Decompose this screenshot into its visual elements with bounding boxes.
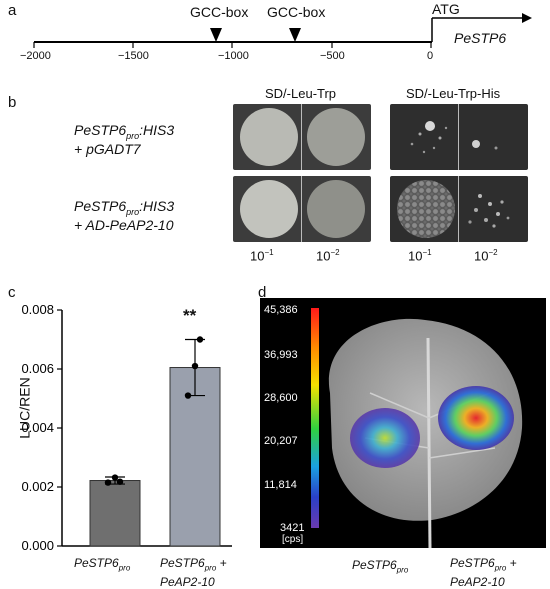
tick-label-1000: −1000 <box>218 50 249 62</box>
scale-value: 28,600 <box>264 392 298 404</box>
tick-label-1500: −1500 <box>118 50 149 62</box>
y-tick-label: 0.004 <box>21 420 54 435</box>
bar <box>89 480 141 547</box>
row1-vector: + pGADT7 <box>74 141 141 157</box>
luciferase-image: 45,386 36,993 28,600 20,207 11,814 3421 … <box>260 298 546 548</box>
scale-value: 11,814 <box>264 479 297 491</box>
tick-label-2000: −2000 <box>20 50 51 62</box>
dilution-label: 10−1 <box>408 248 432 264</box>
panel-a-label: a <box>8 2 17 19</box>
gcc-box-label-1: GCC-box <box>190 4 249 20</box>
row2-vector: + AD-PeAP2-10 <box>74 217 174 233</box>
y-tick-label: 0.008 <box>21 302 54 317</box>
tick-label-500: −500 <box>320 50 345 62</box>
category-label-2: PeSTP6pro + PeAP2-10 <box>160 556 227 589</box>
scale-value: 36,993 <box>264 349 298 361</box>
gcc-box-marker-1 <box>210 28 222 42</box>
data-point <box>191 362 199 370</box>
plate-ltrp-row1 <box>233 104 371 170</box>
signal-left <box>350 408 420 468</box>
gcc-box-label-2: GCC-box <box>267 4 326 20</box>
scale-value: 3421 <box>280 522 305 534</box>
data-point <box>111 474 119 481</box>
row2-construct: PeSTP6pro:HIS3 <box>74 198 175 217</box>
leaf <box>328 318 523 521</box>
plate-ltrphis-row2 <box>390 176 528 242</box>
tss-arrowhead <box>522 13 532 23</box>
dilution-label: 10−1 <box>250 248 274 264</box>
category-label-1: PeSTP6pro <box>74 556 131 573</box>
plate-ltrphis-row1 <box>390 104 528 170</box>
row1-construct: PeSTP6pro:HIS3 <box>74 122 175 141</box>
bar <box>169 367 221 547</box>
colony-spot <box>240 180 298 238</box>
column-header-sd-leu-trp: SD/-Leu-Trp <box>265 86 337 101</box>
data-point <box>116 478 124 485</box>
colony-spot <box>397 180 455 238</box>
data-point <box>184 392 192 399</box>
colony-spot <box>307 108 365 166</box>
data-point <box>196 336 204 343</box>
dilution-label: 10−2 <box>474 248 498 264</box>
plate-ltrp-row2 <box>233 176 371 242</box>
panel-b-label: b <box>8 94 17 111</box>
panel-d-label: d <box>258 284 267 301</box>
promoter-diagram <box>33 13 532 48</box>
tick-label-0: 0 <box>427 50 434 62</box>
y-tick-label: 0.006 <box>21 361 54 376</box>
y-tick-label: 0.000 <box>21 538 54 553</box>
colony-spot <box>307 180 365 238</box>
column-header-sd-leu-trp-his: SD/-Leu-Trp-His <box>406 86 501 101</box>
atg-label: ATG <box>432 1 460 17</box>
y-tick-label: 0.002 <box>21 479 54 494</box>
sample-label-right: PeSTP6pro + PeAP2-10 <box>450 556 517 589</box>
significance-marker: ** <box>183 306 197 325</box>
scale-value: 45,386 <box>264 304 298 316</box>
scale-unit: [cps] <box>282 534 304 545</box>
bar-chart: 0.000 0.002 0.004 0.006 0.008 <box>21 302 232 553</box>
colony-spot <box>240 108 298 166</box>
scale-value: 20,207 <box>264 435 298 447</box>
data-point <box>104 479 112 486</box>
sample-label-left: PeSTP6pro <box>352 558 409 575</box>
color-scale-bar <box>311 308 319 528</box>
dilution-label: 10−2 <box>316 248 340 264</box>
panel-c-label: c <box>8 284 16 301</box>
signal-right <box>438 386 514 450</box>
gene-label: PeSTP6 <box>454 30 507 46</box>
gcc-box-marker-2 <box>289 28 301 42</box>
